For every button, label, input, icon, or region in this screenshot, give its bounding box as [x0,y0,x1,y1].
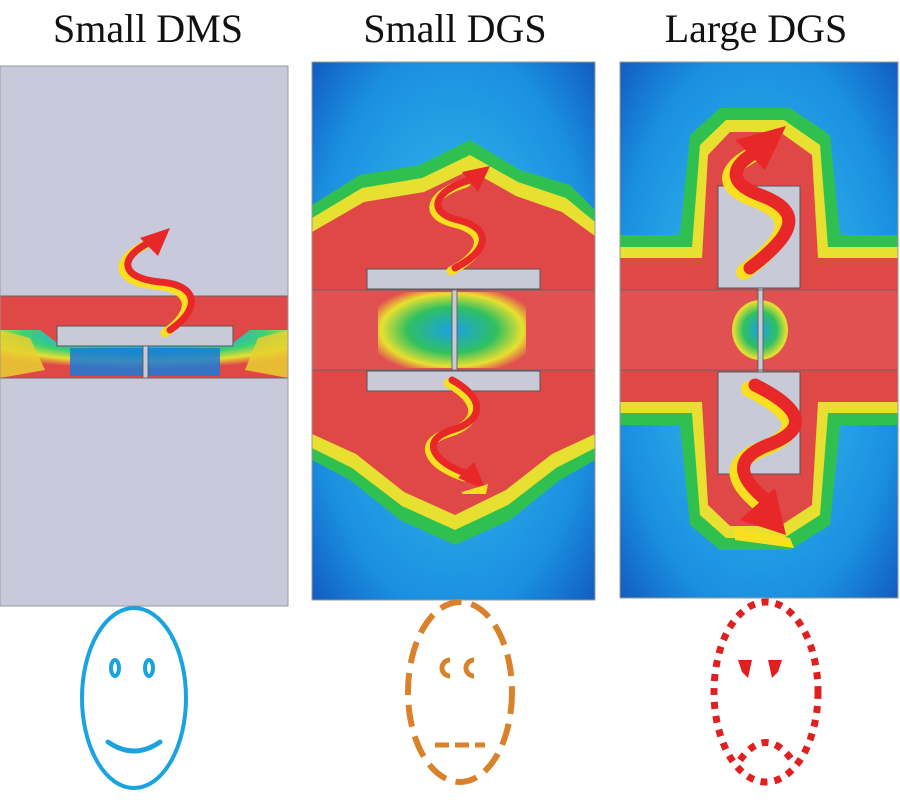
face-frown [737,739,795,763]
face-eye-right [768,660,782,678]
arrowhead-shadow [735,528,794,548]
panel-border [619,61,899,599]
arrowhead-icon [735,126,786,170]
panel-small-dgs [311,61,596,601]
face-outline [405,599,515,785]
field-edge-right [245,330,288,378]
face-outline [80,606,188,790]
face-eye-left [738,660,752,678]
gap-slot [757,287,764,373]
face-eye-left [439,657,451,679]
wave-arrow-up-icon [124,238,195,334]
face-outline [710,598,822,786]
face-eye-left [109,658,121,678]
gap-slot [142,345,149,379]
happy-face-icon [80,606,188,790]
wave-arrow-down-icon [737,378,802,512]
face-eye-right [463,657,475,679]
arrowhead-icon [462,166,490,192]
arrowhead-icon [740,488,786,535]
neutral-face-icon [405,599,515,785]
arrowhead-shadow [462,484,488,494]
face-eye-right [143,658,155,678]
panel-small-dms [0,65,289,607]
wave-arrow-up-icon [729,138,796,275]
panel-title-small-dms: Small DMS [52,6,244,51]
gap-slot [451,288,458,372]
metal-bar [56,325,234,347]
sad-face-icon [710,598,822,786]
wave-arrow-down-icon [430,376,481,478]
panel-large-dgs [619,61,899,599]
wave-arrow-up-icon [434,176,486,272]
face-smile [105,739,163,754]
panel-title-large-dgs: Large DGS [664,6,848,51]
panel-border [0,65,289,607]
panel-title-small-dgs: Small DGS [363,6,547,51]
field-edge-left [0,330,45,378]
arrowhead-icon [458,462,486,490]
arrowhead-icon [140,228,170,256]
